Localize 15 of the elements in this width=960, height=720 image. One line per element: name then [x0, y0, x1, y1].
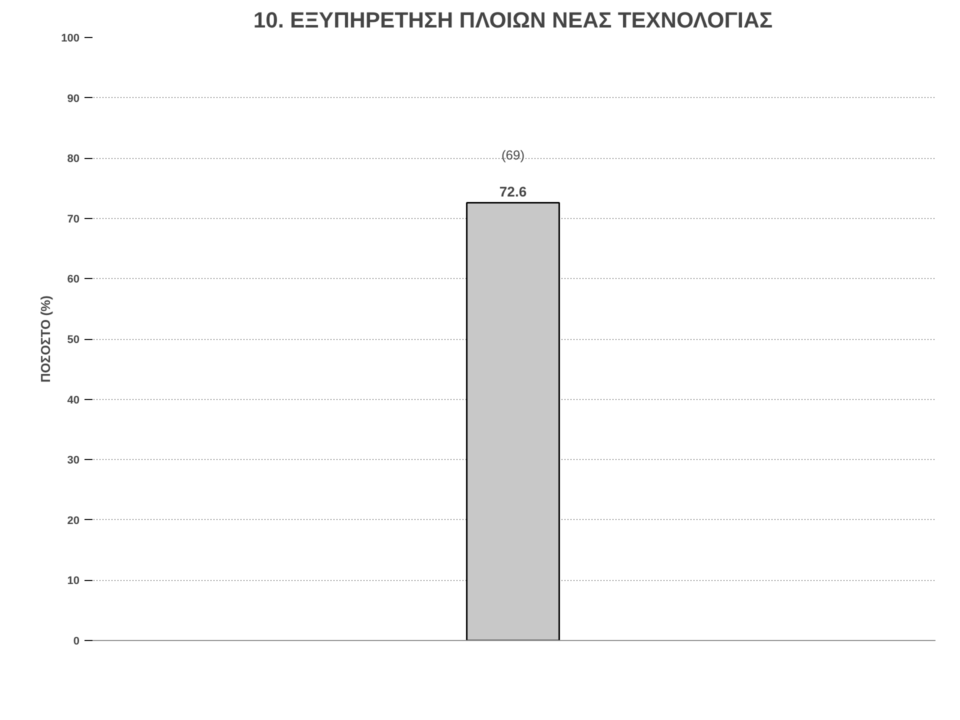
y-tick-label: 20: [67, 514, 80, 527]
y-axis-title: ΠΟΣΟΣΤΟ (%): [38, 296, 54, 382]
y-tick-label: 30: [67, 454, 80, 467]
y-tick-label: 10: [67, 575, 80, 588]
y-tick-label: 40: [67, 394, 80, 406]
y-tick-label: 90: [67, 92, 80, 105]
y-tick-label: 0: [73, 636, 80, 648]
annotation: (69): [501, 148, 525, 163]
y-tick-label: 60: [67, 274, 80, 286]
y-tick-label: 100: [61, 32, 80, 44]
y-tick-label: 70: [67, 213, 80, 226]
y-tick-label: 50: [67, 334, 80, 346]
y-tick-label: 80: [67, 153, 80, 166]
data-label: 72.6: [499, 184, 527, 200]
chart-title: 10. ΕΞΥΠΗΡΕΤΗΣΗ ΠΛΟΙΩΝ ΝΕΑΣ ΤΕΧΝΟΛΟΓΙΑΣ: [253, 8, 773, 32]
